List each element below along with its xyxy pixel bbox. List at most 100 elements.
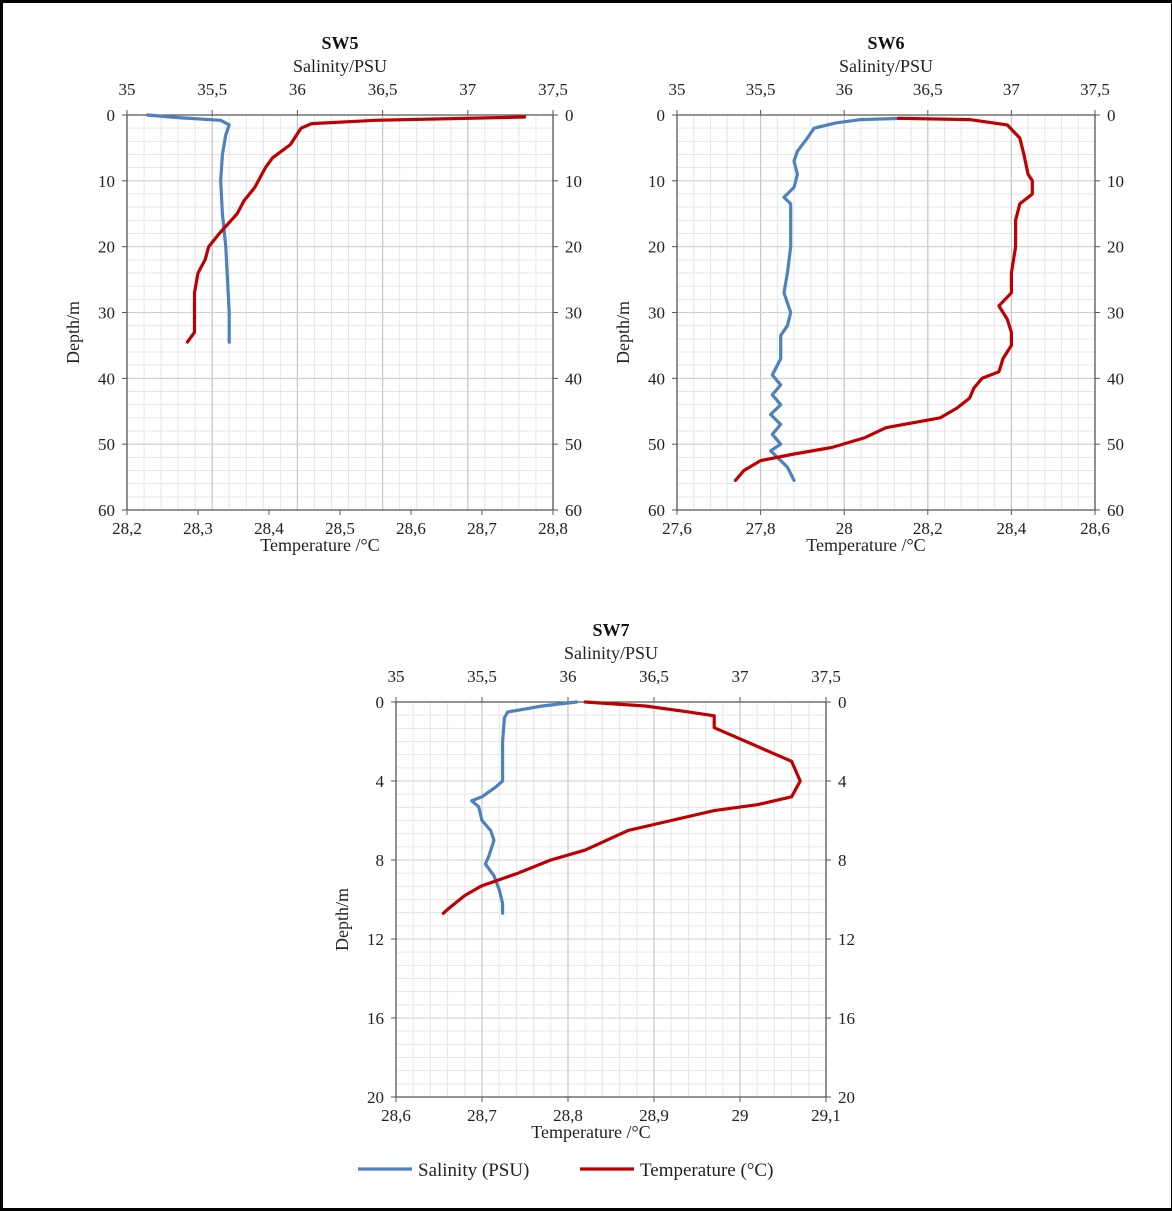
- salinity-tick-label: 37,5: [1080, 80, 1110, 99]
- chart-sw5: [122, 110, 558, 515]
- salinity-tick-label: 35: [669, 80, 686, 99]
- salinity-tick-label: 35: [119, 80, 136, 99]
- temperature-tick-label: 29,1: [811, 1106, 841, 1125]
- salinity-axis-label: Salinity/PSU: [839, 56, 933, 76]
- chart-sw6: [672, 110, 1100, 515]
- salinity-tick-label: 36,5: [368, 80, 398, 99]
- depth-tick-label-right: 4: [838, 772, 847, 791]
- temperature-tick-label: 27,8: [746, 519, 776, 538]
- depth-tick-label-left: 50: [648, 435, 665, 454]
- depth-tick-label-left: 20: [648, 238, 665, 257]
- temperature-tick-label: 28,6: [1080, 519, 1110, 538]
- salinity-tick-label: 37,5: [538, 80, 568, 99]
- chart-title: SW7: [592, 620, 629, 640]
- depth-tick-label-right: 20: [838, 1088, 855, 1107]
- depth-tick-label-left: 60: [98, 501, 115, 520]
- depth-tick-label-left: 50: [98, 435, 115, 454]
- depth-tick-label-right: 60: [565, 501, 582, 520]
- salinity-tick-label: 36,5: [639, 667, 669, 686]
- temperature-tick-label: 28: [836, 519, 853, 538]
- legend-salinity-label: Salinity (PSU): [418, 1160, 529, 1181]
- depth-tick-label-left: 4: [376, 772, 385, 791]
- depth-tick-label-right: 40: [565, 369, 582, 388]
- depth-tick-label-left: 20: [98, 238, 115, 257]
- temperature-axis-label: Temperature /°C: [260, 535, 379, 555]
- depth-tick-label-right: 20: [565, 238, 582, 257]
- salinity-tick-label: 36: [289, 80, 306, 99]
- temperature-tick-label: 27,6: [662, 519, 692, 538]
- temperature-tick-label: 28,5: [325, 519, 355, 538]
- temperature-tick-label: 28,7: [467, 1106, 497, 1125]
- salinity-tick-label: 35,5: [746, 80, 776, 99]
- depth-tick-label-right: 60: [1107, 501, 1124, 520]
- temperature-tick-label: 28,7: [467, 519, 497, 538]
- depth-tick-label-left: 40: [648, 369, 665, 388]
- depth-axis-label: Depth/m: [613, 301, 633, 364]
- depth-axis-label: Depth/m: [63, 301, 83, 364]
- depth-axis-label: Depth/m: [332, 888, 352, 951]
- salinity-tick-label: 36,5: [913, 80, 943, 99]
- depth-tick-label-left: 12: [367, 930, 384, 949]
- depth-tick-label-left: 20: [367, 1088, 384, 1107]
- depth-tick-label-right: 12: [838, 930, 855, 949]
- salinity-axis-label: Salinity/PSU: [293, 56, 387, 76]
- depth-tick-label-right: 0: [1107, 106, 1116, 125]
- temperature-axis-label: Temperature /°C: [806, 535, 925, 555]
- temperature-tick-label: 28,4: [254, 519, 284, 538]
- temperature-tick-label: 29: [732, 1106, 749, 1125]
- depth-tick-label-left: 30: [648, 304, 665, 323]
- depth-tick-label-right: 50: [565, 435, 582, 454]
- salinity-series-line: [769, 116, 905, 482]
- salinity-tick-label: 35,5: [467, 667, 497, 686]
- temperature-series-line: [185, 115, 527, 344]
- temperature-series-line: [441, 700, 802, 915]
- depth-tick-label-left: 0: [657, 106, 666, 125]
- temperature-tick-label: 28,9: [639, 1106, 669, 1125]
- depth-tick-label-left: 8: [376, 851, 385, 870]
- depth-tick-label-left: 16: [367, 1009, 384, 1028]
- salinity-tick-label: 37: [732, 667, 750, 686]
- depth-tick-label-left: 10: [98, 172, 115, 191]
- depth-tick-label-right: 20: [1107, 238, 1124, 257]
- salinity-tick-label: 37: [459, 80, 477, 99]
- depth-tick-label-left: 0: [376, 693, 385, 712]
- depth-tick-label-left: 30: [98, 304, 115, 323]
- temperature-tick-label: 28,3: [183, 519, 213, 538]
- depth-tick-label-left: 10: [648, 172, 665, 191]
- depth-tick-label-right: 8: [838, 851, 847, 870]
- depth-tick-label-right: 10: [1107, 172, 1124, 191]
- temperature-tick-label: 28,4: [997, 519, 1027, 538]
- temperature-tick-label: 28,6: [381, 1106, 411, 1125]
- salinity-tick-label: 35,5: [197, 80, 227, 99]
- depth-tick-label-right: 0: [838, 693, 847, 712]
- depth-tick-label-right: 0: [565, 106, 574, 125]
- salinity-tick-label: 37: [1003, 80, 1021, 99]
- salinity-tick-label: 36: [836, 80, 853, 99]
- depth-tick-label-right: 30: [1107, 304, 1124, 323]
- temperature-tick-label: 28,8: [538, 519, 568, 538]
- temperature-axis-label: Temperature /°C: [531, 1122, 650, 1142]
- legend-temperature-label: Temperature (°C): [640, 1160, 773, 1181]
- depth-tick-label-left: 40: [98, 369, 115, 388]
- depth-tick-label-right: 30: [565, 304, 582, 323]
- depth-tick-label-right: 40: [1107, 369, 1124, 388]
- chart-title: SW6: [867, 33, 904, 53]
- temperature-tick-label: 28,2: [913, 519, 943, 538]
- salinity-series-line: [470, 700, 579, 915]
- temperature-tick-label: 28,2: [112, 519, 142, 538]
- salinity-tick-label: 35: [388, 667, 405, 686]
- depth-tick-label-right: 10: [565, 172, 582, 191]
- chart-title: SW5: [321, 33, 358, 53]
- temperature-series-line: [733, 116, 1034, 482]
- salinity-series-line: [145, 113, 231, 344]
- temperature-tick-label: 28,6: [396, 519, 426, 538]
- chart-sw7: [391, 697, 831, 1102]
- salinity-axis-label: Salinity/PSU: [564, 643, 658, 663]
- salinity-tick-label: 36: [560, 667, 577, 686]
- depth-tick-label-right: 50: [1107, 435, 1124, 454]
- temperature-tick-label: 28,8: [553, 1106, 583, 1125]
- depth-tick-label-right: 16: [838, 1009, 855, 1028]
- depth-tick-label-left: 60: [648, 501, 665, 520]
- depth-tick-label-left: 0: [107, 106, 116, 125]
